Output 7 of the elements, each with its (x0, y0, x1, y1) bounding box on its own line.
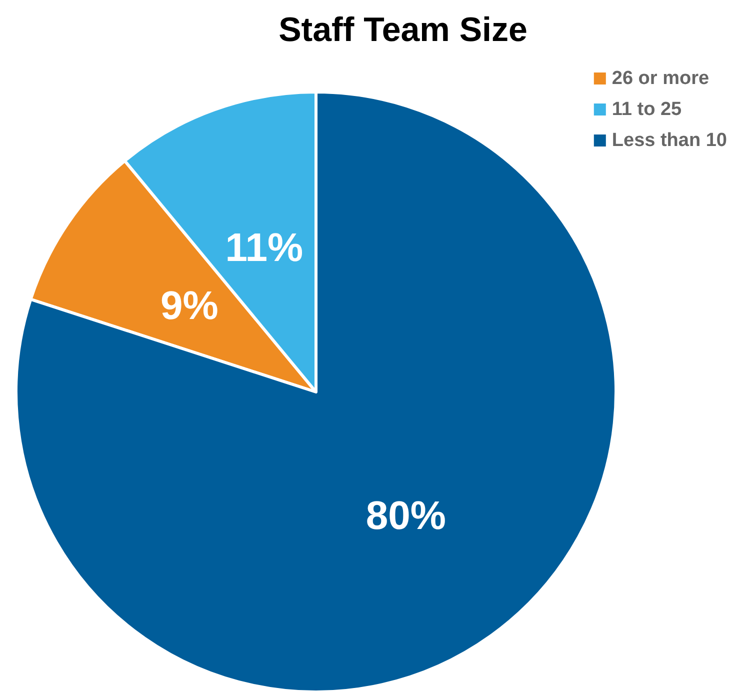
legend-label: 11 to 25 (612, 99, 682, 120)
data-label: 80% (366, 494, 446, 538)
data-label: 11% (225, 226, 304, 270)
legend-label: Less than 10 (612, 130, 728, 151)
chart-title: Staff Team Size (278, 11, 528, 49)
data-label: 9% (160, 284, 218, 328)
legend-label: 26 or more (612, 68, 710, 89)
